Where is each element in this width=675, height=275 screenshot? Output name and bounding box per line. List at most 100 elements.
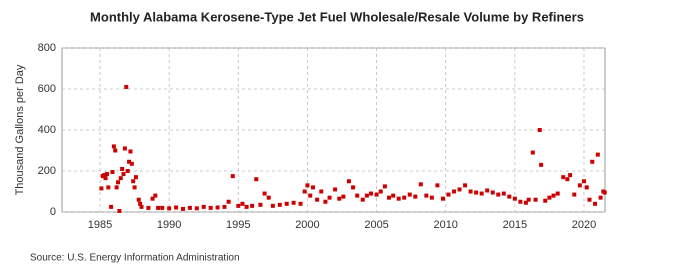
data-point (302, 189, 307, 194)
data-point (201, 204, 206, 209)
data-point (565, 177, 570, 182)
x-tick-label: 2000 (295, 219, 319, 231)
data-point (215, 205, 220, 210)
data-point (258, 202, 263, 207)
data-point (424, 193, 429, 198)
y-tick-label: 200 (38, 165, 56, 177)
data-point (581, 179, 586, 184)
data-point (474, 190, 479, 195)
data-point (117, 208, 122, 213)
data-point (435, 183, 440, 188)
data-point (526, 197, 531, 202)
data-point (99, 186, 104, 191)
data-point (160, 205, 165, 210)
data-point (496, 192, 501, 197)
data-point (485, 188, 490, 193)
data-point (418, 182, 423, 187)
data-point (572, 192, 577, 197)
data-point (208, 205, 213, 210)
x-tick-label: 1995 (226, 219, 250, 231)
data-point (355, 193, 360, 198)
data-point (284, 201, 289, 206)
data-point (543, 198, 548, 203)
data-point (593, 201, 598, 206)
data-point (463, 183, 468, 188)
data-point (270, 203, 275, 208)
x-tick-label: 2020 (572, 219, 596, 231)
data-point (446, 192, 451, 197)
data-point (254, 177, 259, 182)
data-point (337, 196, 342, 201)
data-point (222, 204, 227, 209)
data-point (501, 191, 506, 196)
data-point (595, 152, 600, 157)
x-tick-label: 2010 (433, 219, 457, 231)
data-point (139, 204, 144, 209)
data-point (150, 196, 155, 201)
data-point (402, 195, 407, 200)
data-point (136, 197, 141, 202)
data-point (129, 161, 134, 166)
data-point (277, 202, 282, 207)
x-tick-label: 2005 (364, 219, 388, 231)
data-point (369, 191, 374, 196)
data-point (452, 189, 457, 194)
x-tick-label: 2015 (503, 219, 527, 231)
data-point (378, 189, 383, 194)
data-point (244, 204, 249, 209)
data-point (109, 204, 114, 209)
data-point (298, 201, 303, 206)
data-point (413, 194, 418, 199)
data-point (125, 169, 130, 173)
data-point (360, 197, 365, 202)
data-point (341, 194, 346, 199)
data-point (364, 193, 369, 198)
data-point (561, 175, 566, 180)
data-point (230, 174, 235, 179)
data-point (133, 175, 138, 180)
data-point (111, 144, 116, 149)
data-point (153, 193, 158, 198)
data-point (236, 203, 241, 208)
data-point (262, 191, 267, 196)
data-point (346, 179, 351, 184)
data-point (323, 199, 328, 204)
data-point (584, 185, 589, 190)
data-point (194, 206, 199, 211)
y-tick-label: 0 (50, 206, 56, 218)
data-point (530, 150, 535, 155)
data-point (174, 205, 179, 210)
data-point (308, 193, 313, 198)
source-note: Source: U.S. Energy Information Administ… (30, 253, 240, 264)
data-point (104, 172, 109, 177)
data-point (319, 189, 324, 194)
data-point (128, 149, 133, 154)
data-point (113, 148, 118, 153)
data-point (407, 192, 412, 197)
data-point (131, 179, 136, 184)
y-tick-label: 600 (38, 83, 56, 95)
data-point (387, 195, 392, 200)
data-point (187, 205, 192, 210)
data-point (132, 185, 137, 190)
data-point (102, 173, 107, 178)
data-point (479, 191, 484, 196)
data-point (382, 184, 387, 189)
data-point (518, 199, 523, 204)
data-point (429, 195, 434, 200)
data-point (440, 196, 445, 201)
data-point (127, 159, 132, 164)
data-point (250, 203, 255, 208)
data-point (315, 197, 320, 202)
data-point (468, 189, 473, 194)
x-tick-label: 1985 (88, 219, 112, 231)
y-axis-label: Thousand Gallons per Day (14, 64, 26, 195)
data-point (533, 197, 538, 202)
data-point (305, 183, 310, 188)
data-point (120, 166, 125, 171)
data-point (240, 201, 245, 206)
data-point (507, 194, 512, 199)
x-tick-label: 1990 (157, 219, 181, 231)
data-point (106, 185, 111, 190)
data-point (180, 206, 185, 211)
